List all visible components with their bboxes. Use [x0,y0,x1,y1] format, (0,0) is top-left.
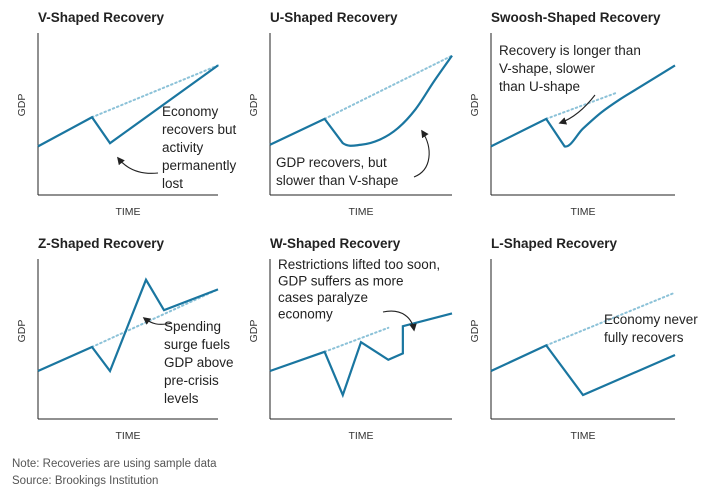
gdp-series-line [269,312,453,399]
y-axis-label: GDP [248,320,260,343]
chart-title: U-Shaped Recovery [270,10,398,25]
trend-line [91,64,219,119]
y-axis-label: GDP [469,94,481,117]
annotation-text: Restrictions lifted too soon, GDP suffers… [278,257,440,322]
gdp-series-line [37,64,219,148]
annotation-arrow [142,317,173,325]
annotation-text: Economy never fully recovers [604,312,698,345]
y-axis-label: GDP [16,94,28,117]
chart-panel-3: Swoosh-Shaped Recovery TIME GDP Recovery is… [469,10,676,218]
trend-line [91,288,219,348]
annotation-text: Recovery is longer than V-shape, slower th… [499,43,641,94]
y-axis-label: GDP [469,320,481,343]
annotation-text: GDP recovers, but slower than V-shape [276,155,398,188]
annotation-arrow [117,156,159,174]
trend-line [323,326,390,353]
chart-title: W-Shaped Recovery [270,236,401,251]
chart-title: V-Shaped Recovery [38,10,165,25]
y-axis-label: GDP [16,320,28,343]
x-axis-label: TIME [115,430,140,442]
gdp-series-line [37,277,219,374]
x-axis-label: TIME [348,430,373,442]
chart-panel-5: W-Shaped Recovery TIME GDP Restrictions lif… [248,236,453,442]
gdp-series-line [490,64,676,148]
gdp-series-line [490,344,676,397]
annotation-text: Economy recovers but activity permanently lo… [162,104,237,191]
source-text: Source: Brookings Institution [12,475,159,487]
y-axis-label: GDP [248,94,260,117]
chart-panel-6: L-Shaped Recovery TIME GDP Economy never ful… [469,236,698,442]
trend-line [323,54,453,120]
x-axis-label: TIME [570,430,595,442]
chart-panel-1: V-Shaped Recovery TIME GDP Economy recovers … [16,10,237,218]
x-axis-label: TIME [115,206,140,218]
gdp-series-line [269,55,453,147]
trend-line [545,291,676,347]
chart-title: Swoosh-Shaped Recovery [491,10,661,25]
trend-line [545,91,618,120]
chart-title: L-Shaped Recovery [491,236,618,251]
x-axis-label: TIME [348,206,373,218]
annotation-text: Spending surge fuels GDP above pre-crisis le… [164,319,234,406]
chart-panel-2: U-Shaped Recovery TIME GDP GDP recovers, bu… [248,10,453,218]
annotation-arrow [558,94,596,125]
chart-title: Z-Shaped Recovery [38,236,165,251]
annotation-arrow [382,310,417,332]
note-text: Note: Recoveries are using sample data [12,458,217,470]
chart-panel-4: Z-Shaped Recovery TIME GDP Spending surge fu… [16,236,234,442]
x-axis-label: TIME [570,206,595,218]
annotation-arrow [413,129,430,178]
